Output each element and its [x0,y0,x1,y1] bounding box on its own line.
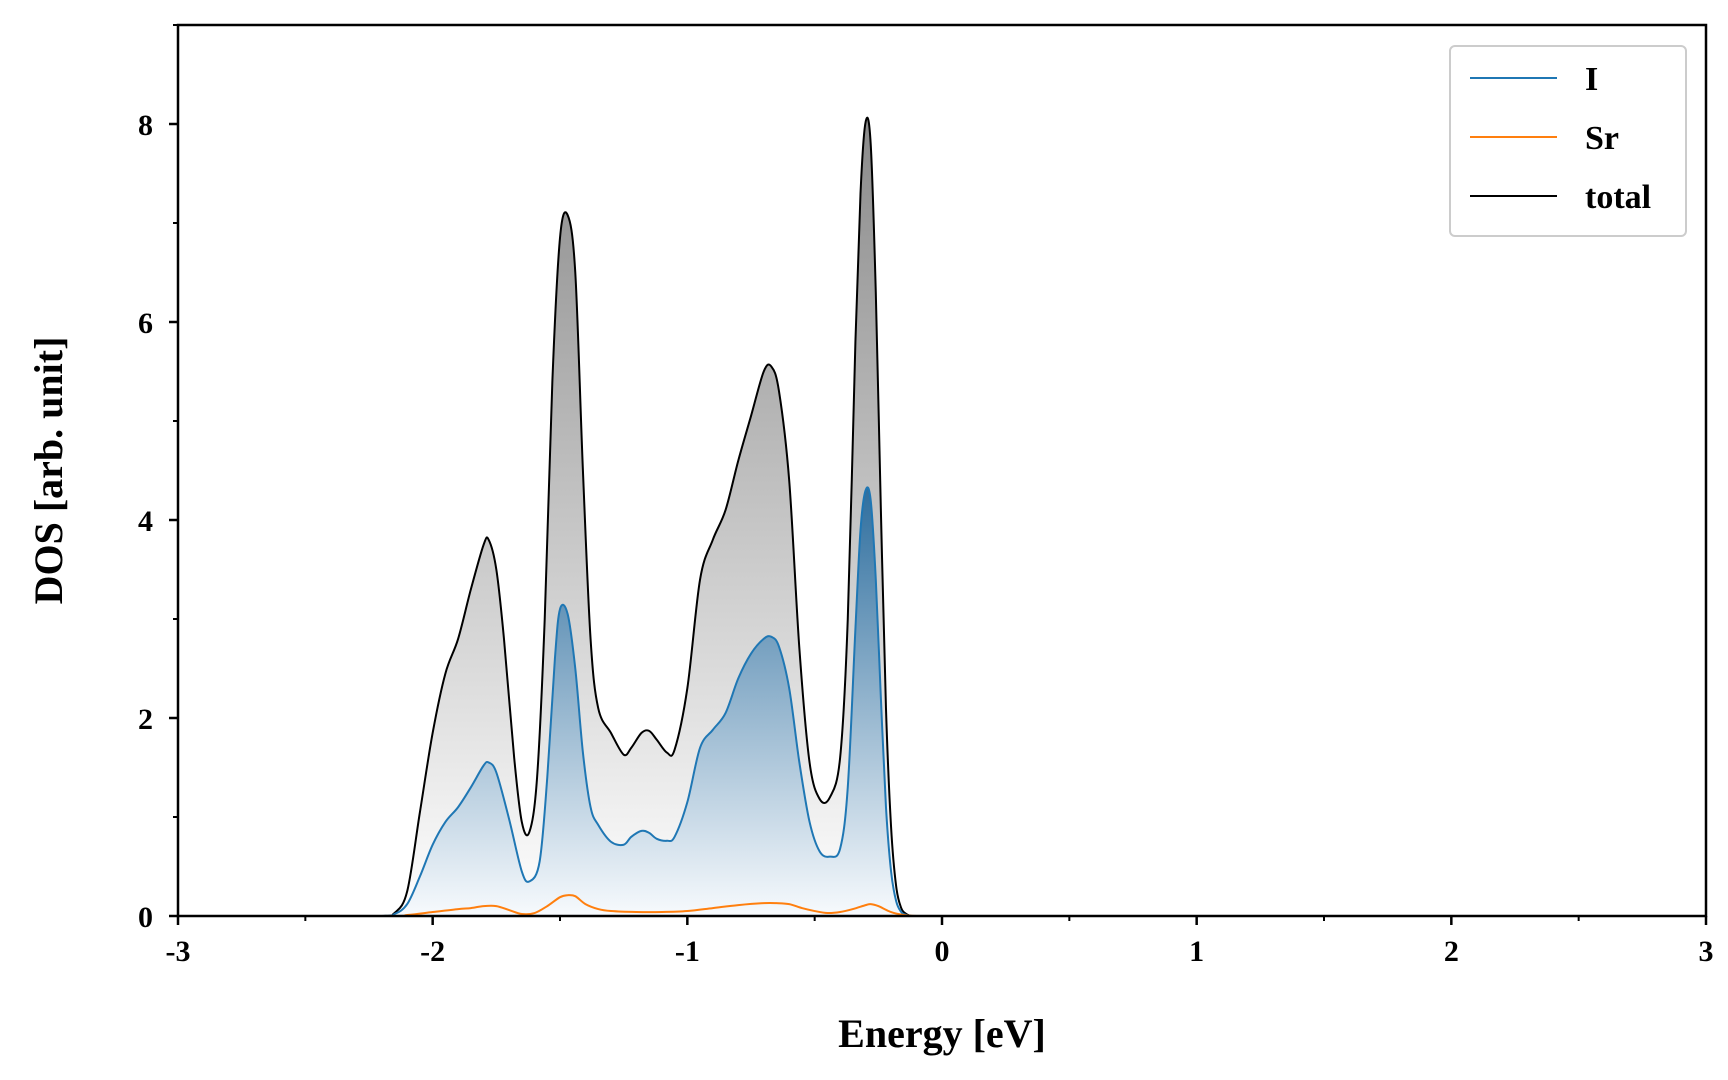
series-lines [177,116,1706,918]
series-total-line [177,116,1706,918]
x-tick-label: 0 [935,935,950,968]
y-axis-label: DOS [arb. unit] [26,337,71,605]
plot-area [177,116,1706,918]
y-tick-label: 8 [138,109,153,142]
y-tick-label: 0 [138,901,153,934]
x-axis-label: Energy [eV] [838,1011,1046,1056]
x-tick-label: 2 [1444,935,1459,968]
series-i-fill [178,487,1706,916]
legend-box [1449,45,1687,237]
legend-label-total: total [1585,179,1651,216]
y-tick-label: 4 [138,505,153,538]
x-tick-label: -2 [420,935,445,968]
series-total-fill [178,117,1706,917]
legend: I Sr total [1449,45,1687,237]
x-tick-label: -1 [675,935,700,968]
series-i-line [177,486,1706,918]
y-axis-ticks: 0 2 4 6 8 [138,24,178,934]
y-tick-label: 2 [138,703,153,736]
x-tick-label: 1 [1189,935,1204,968]
x-axis-ticks: -3 -2 -1 0 1 2 3 [166,916,1714,968]
y-tick-label: 6 [138,307,153,340]
x-tick-label: -3 [166,935,191,968]
legend-label-i: I [1585,61,1598,98]
series-sr-line [177,894,1706,918]
series-fills [178,117,1706,917]
x-tick-label: 3 [1699,935,1714,968]
legend-label-sr: Sr [1585,120,1619,157]
